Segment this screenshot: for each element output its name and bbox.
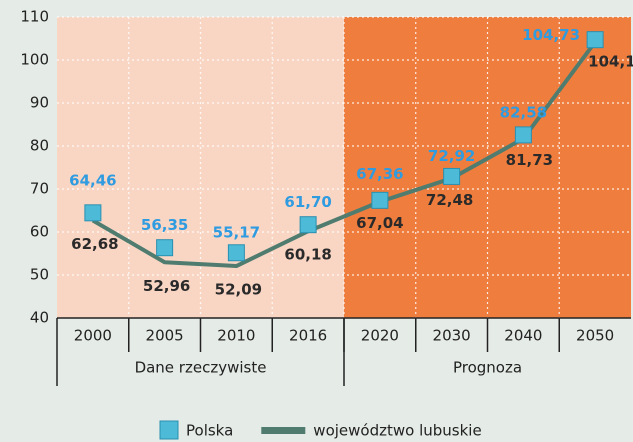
point-marker — [586, 31, 604, 49]
x-tick-label: 2010 — [217, 327, 255, 345]
value-label: 61,70 — [284, 193, 331, 211]
x-tick-label: 2020 — [361, 327, 399, 345]
y-tick-label: 50 — [30, 266, 49, 284]
point-marker — [371, 191, 389, 209]
value-label: 62,68 — [71, 235, 118, 253]
point-marker — [84, 204, 102, 222]
x-tick-label: 2000 — [74, 327, 112, 345]
point-marker — [227, 244, 245, 262]
group-label: Dane rzeczywiste — [135, 359, 267, 377]
x-tick-label: 2016 — [289, 327, 327, 345]
value-label: 60,18 — [284, 246, 331, 264]
x-tick-label: 2040 — [504, 327, 542, 345]
point-marker — [443, 167, 461, 185]
y-tick-label: 70 — [30, 180, 49, 198]
legend-label: Polska — [186, 422, 233, 440]
value-label: 56,35 — [141, 216, 188, 234]
y-tick-label: 60 — [30, 223, 49, 241]
legend-line — [261, 427, 306, 434]
legend-marker — [159, 420, 179, 440]
value-label: 64,46 — [69, 171, 116, 189]
x-tick-label: 2030 — [433, 327, 471, 345]
series-line — [91, 40, 597, 269]
value-label: 67,36 — [356, 165, 403, 183]
x-tick-label: 2005 — [146, 327, 184, 345]
value-label: 67,04 — [356, 214, 403, 232]
y-tick-label: 40 — [30, 309, 49, 327]
value-label: 72,92 — [428, 147, 475, 165]
legend-label: województwo lubuskie — [313, 422, 481, 440]
value-label: 104,73 — [522, 26, 580, 44]
x-tick-label: 2050 — [576, 327, 614, 345]
point-marker — [299, 216, 317, 234]
value-label: 52,09 — [215, 281, 262, 299]
point-marker — [514, 126, 532, 144]
y-tick-label: 90 — [30, 94, 49, 112]
group-label: Prognoza — [453, 359, 522, 377]
value-label: 55,17 — [213, 223, 260, 241]
value-label: 81,73 — [506, 151, 553, 169]
value-label: 52,96 — [143, 277, 190, 295]
y-tick-label: 100 — [20, 51, 49, 69]
value-label: 72,48 — [426, 191, 473, 209]
y-tick-label: 110 — [20, 8, 49, 26]
point-marker — [156, 239, 174, 257]
value-label: 82,58 — [500, 103, 547, 121]
value-label: 104,16 — [588, 53, 633, 71]
y-tick-label: 80 — [30, 137, 49, 155]
